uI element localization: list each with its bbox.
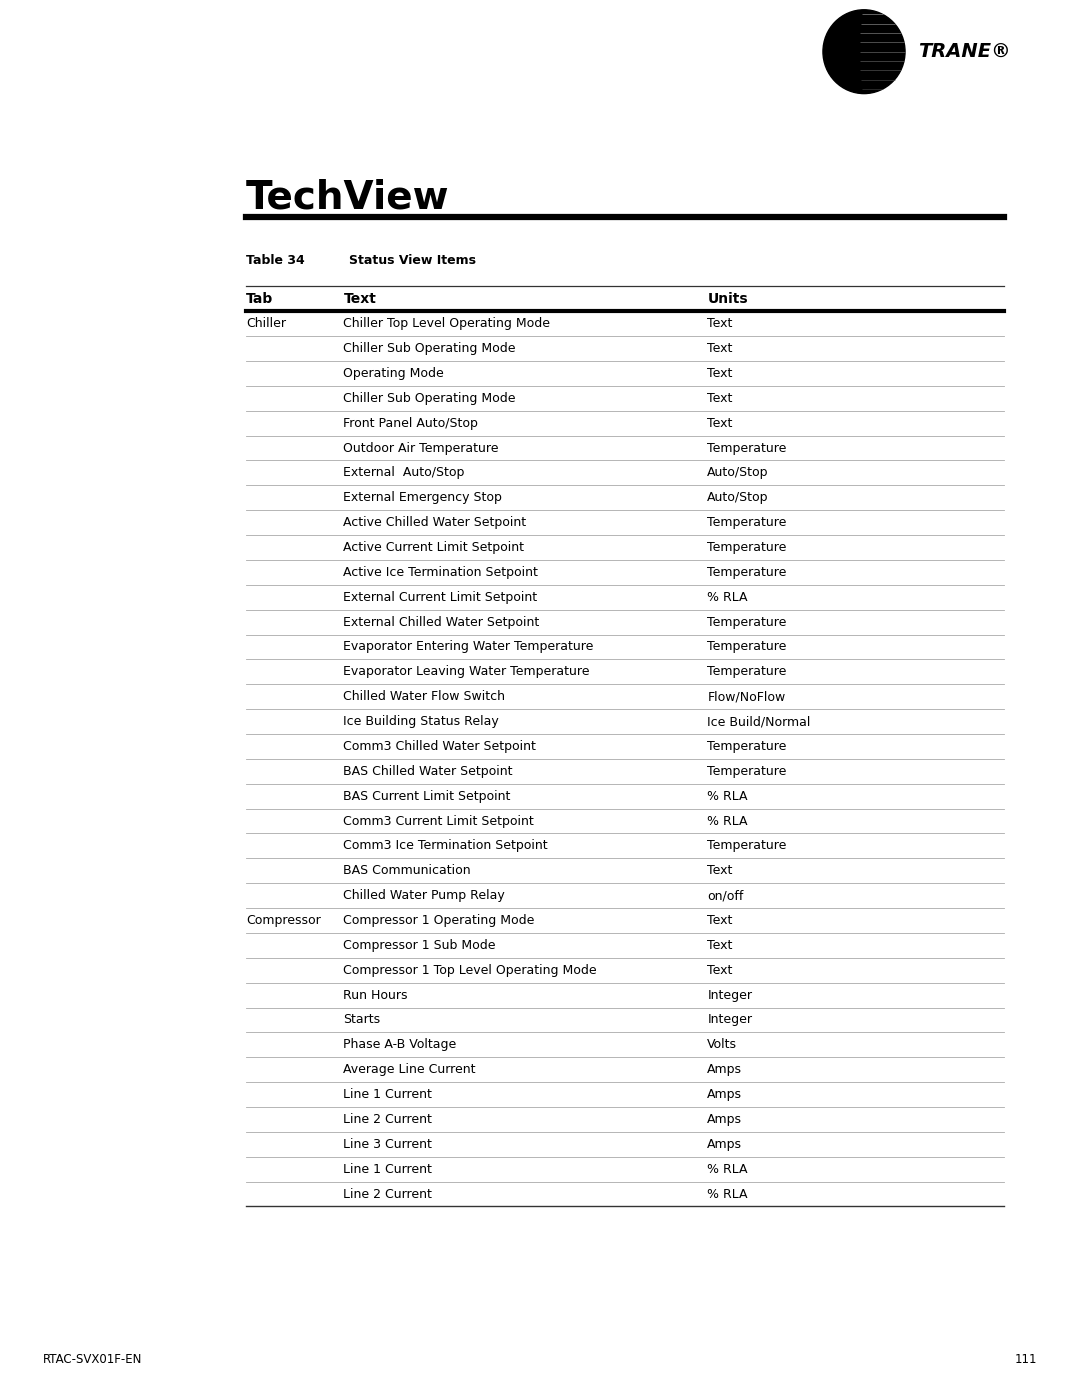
Text: Integer: Integer	[707, 989, 753, 1002]
Text: Table 34: Table 34	[246, 254, 305, 267]
Text: % RLA: % RLA	[707, 1162, 747, 1176]
Text: Operating Mode: Operating Mode	[343, 367, 444, 380]
Text: Tab: Tab	[246, 292, 273, 306]
Text: Temperature: Temperature	[707, 616, 786, 629]
Text: % RLA: % RLA	[707, 591, 747, 604]
Text: Units: Units	[707, 292, 748, 306]
Text: Run Hours: Run Hours	[343, 989, 408, 1002]
Text: Temperature: Temperature	[707, 840, 786, 852]
Text: RTAC-SVX01F-EN: RTAC-SVX01F-EN	[43, 1354, 143, 1366]
Text: Ice Build/Normal: Ice Build/Normal	[707, 715, 811, 728]
Text: Temperature: Temperature	[707, 441, 786, 454]
Text: Chilled Water Pump Relay: Chilled Water Pump Relay	[343, 888, 505, 902]
Text: Temperature: Temperature	[707, 541, 786, 555]
Text: Comm3 Chilled Water Setpoint: Comm3 Chilled Water Setpoint	[343, 740, 537, 753]
Text: Chiller Sub Operating Mode: Chiller Sub Operating Mode	[343, 342, 516, 355]
Text: TechView: TechView	[246, 179, 449, 217]
Text: Temperature: Temperature	[707, 566, 786, 578]
Text: Temperature: Temperature	[707, 740, 786, 753]
Text: on/off: on/off	[707, 888, 744, 902]
Text: Active Current Limit Setpoint: Active Current Limit Setpoint	[343, 541, 525, 555]
Ellipse shape	[823, 10, 905, 94]
Text: Chiller Top Level Operating Mode: Chiller Top Level Operating Mode	[343, 317, 551, 330]
Text: Temperature: Temperature	[707, 640, 786, 654]
Text: External  Auto/Stop: External Auto/Stop	[343, 467, 464, 479]
Text: BAS Chilled Water Setpoint: BAS Chilled Water Setpoint	[343, 764, 513, 778]
Text: Text: Text	[707, 939, 732, 951]
Text: Temperature: Temperature	[707, 764, 786, 778]
Text: TRANE®: TRANE®	[918, 42, 1011, 61]
Text: External Current Limit Setpoint: External Current Limit Setpoint	[343, 591, 538, 604]
Text: Line 3 Current: Line 3 Current	[343, 1137, 432, 1151]
Text: 111: 111	[1014, 1354, 1037, 1366]
Text: Compressor 1 Operating Mode: Compressor 1 Operating Mode	[343, 914, 535, 928]
Text: Flow/NoFlow: Flow/NoFlow	[707, 690, 785, 703]
Text: Line 1 Current: Line 1 Current	[343, 1162, 432, 1176]
Text: Compressor: Compressor	[246, 914, 321, 928]
Text: % RLA: % RLA	[707, 1187, 747, 1200]
Text: Active Chilled Water Setpoint: Active Chilled Water Setpoint	[343, 515, 527, 529]
Text: Line 1 Current: Line 1 Current	[343, 1088, 432, 1101]
Text: Average Line Current: Average Line Current	[343, 1063, 476, 1076]
Text: Text: Text	[707, 865, 732, 877]
Text: Chiller: Chiller	[246, 317, 286, 330]
Text: Amps: Amps	[707, 1113, 742, 1126]
Text: Temperature: Temperature	[707, 665, 786, 679]
Text: Auto/Stop: Auto/Stop	[707, 467, 769, 479]
Text: Comm3 Ice Termination Setpoint: Comm3 Ice Termination Setpoint	[343, 840, 548, 852]
Text: Active Ice Termination Setpoint: Active Ice Termination Setpoint	[343, 566, 538, 578]
Text: BAS Current Limit Setpoint: BAS Current Limit Setpoint	[343, 789, 511, 803]
Text: Phase A-B Voltage: Phase A-B Voltage	[343, 1038, 457, 1052]
Text: Temperature: Temperature	[707, 515, 786, 529]
Text: Comm3 Current Limit Setpoint: Comm3 Current Limit Setpoint	[343, 814, 535, 827]
Text: Text: Text	[707, 964, 732, 977]
Text: % RLA: % RLA	[707, 789, 747, 803]
Text: Evaporator Entering Water Temperature: Evaporator Entering Water Temperature	[343, 640, 594, 654]
Text: Line 2 Current: Line 2 Current	[343, 1113, 432, 1126]
Text: Text: Text	[707, 914, 732, 928]
Text: BAS Communication: BAS Communication	[343, 865, 471, 877]
Text: Auto/Stop: Auto/Stop	[707, 492, 769, 504]
Text: Evaporator Leaving Water Temperature: Evaporator Leaving Water Temperature	[343, 665, 590, 679]
Text: Text: Text	[707, 367, 732, 380]
Text: Line 2 Current: Line 2 Current	[343, 1187, 432, 1200]
Text: Starts: Starts	[343, 1013, 380, 1027]
Text: Text: Text	[707, 416, 732, 430]
Text: Amps: Amps	[707, 1137, 742, 1151]
Text: Text: Text	[343, 292, 376, 306]
Text: Volts: Volts	[707, 1038, 738, 1052]
Text: Text: Text	[707, 317, 732, 330]
Text: Amps: Amps	[707, 1063, 742, 1076]
Text: External Emergency Stop: External Emergency Stop	[343, 492, 502, 504]
Text: Text: Text	[707, 391, 732, 405]
Text: Compressor 1 Sub Mode: Compressor 1 Sub Mode	[343, 939, 496, 951]
Text: Integer: Integer	[707, 1013, 753, 1027]
Text: Amps: Amps	[707, 1088, 742, 1101]
Text: Outdoor Air Temperature: Outdoor Air Temperature	[343, 441, 499, 454]
Text: % RLA: % RLA	[707, 814, 747, 827]
Text: Chilled Water Flow Switch: Chilled Water Flow Switch	[343, 690, 505, 703]
Text: Compressor 1 Top Level Operating Mode: Compressor 1 Top Level Operating Mode	[343, 964, 597, 977]
Text: Chiller Sub Operating Mode: Chiller Sub Operating Mode	[343, 391, 516, 405]
Text: Ice Building Status Relay: Ice Building Status Relay	[343, 715, 499, 728]
Text: Front Panel Auto/Stop: Front Panel Auto/Stop	[343, 416, 478, 430]
Text: Status View Items: Status View Items	[349, 254, 476, 267]
Text: Text: Text	[707, 342, 732, 355]
Text: External Chilled Water Setpoint: External Chilled Water Setpoint	[343, 616, 540, 629]
